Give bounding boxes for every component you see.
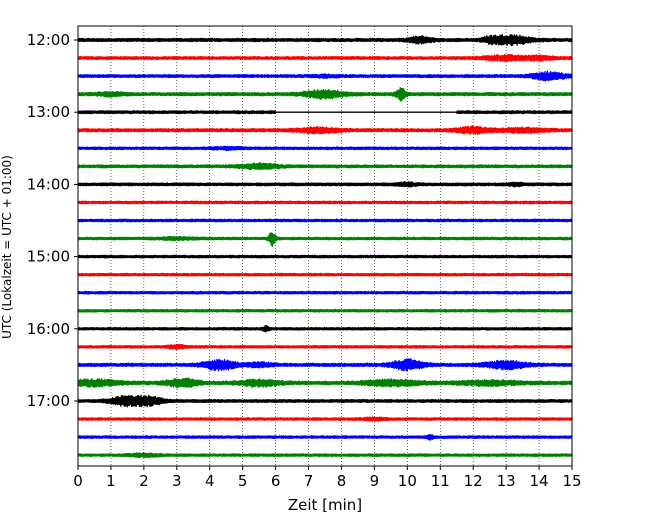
x-axis-label: Zeit [min]: [288, 496, 362, 514]
seismic-trace: [77, 34, 573, 47]
seismic-trace: [77, 110, 573, 115]
seismic-trace: [77, 162, 573, 171]
x-tick-label: 11: [431, 472, 450, 490]
seismic-trace: [77, 394, 573, 408]
x-axis-ticks: 0 1 2 3 4 5 6 7 8 9 10 11 12 13 14 15: [73, 466, 582, 490]
plot-frame: [77, 25, 573, 467]
seismic-trace: [77, 272, 573, 277]
y-tick-label: 16:00: [27, 320, 70, 338]
seismic-trace: [77, 416, 573, 422]
seismic-trace: [77, 358, 573, 372]
x-tick-label: 14: [530, 472, 549, 490]
grid-lines: [110, 26, 540, 466]
x-tick-label: 13: [497, 472, 516, 490]
y-tick-label: 12:00: [27, 31, 70, 49]
seismic-trace: [77, 125, 573, 136]
x-tick-label: 6: [271, 472, 281, 490]
x-tick-label: 15: [562, 472, 581, 490]
seismic-trace: [77, 232, 573, 247]
x-tick-label: 3: [172, 472, 182, 490]
x-tick-label: 9: [370, 472, 380, 490]
seismic-trace: [77, 218, 573, 223]
seismic-trace: [77, 324, 573, 333]
x-tick-label: 10: [398, 472, 417, 490]
x-tick-label: 4: [205, 472, 215, 490]
y-axis-label: UTC (Lokalzeit = UTC + 01:00): [0, 155, 14, 339]
x-tick-label: 5: [238, 472, 248, 490]
y-tick-label: 14:00: [27, 175, 70, 193]
seismic-trace: [77, 181, 573, 188]
seismic-trace: [77, 53, 573, 63]
x-tick-label: 0: [73, 472, 83, 490]
seismic-trace: [77, 452, 573, 459]
y-tick-label: 15:00: [27, 248, 70, 266]
y-axis-ticks: 12:00 13:00 14:00 15:00 16:00 17:00: [27, 31, 78, 410]
seismic-trace: [77, 200, 573, 205]
seismic-trace: [77, 145, 573, 152]
seismic-trace: [77, 377, 573, 389]
seismic-traces: [77, 34, 573, 459]
seismic-trace: [77, 290, 573, 295]
seismic-trace: [77, 308, 573, 313]
seismic-trace: [77, 254, 573, 259]
x-tick-label: 2: [139, 472, 149, 490]
seismic-trace: [77, 70, 573, 82]
x-tick-label: 7: [304, 472, 314, 490]
y-tick-label: 17:00: [27, 392, 70, 410]
x-tick-label: 12: [464, 472, 483, 490]
y-tick-label: 13:00: [27, 103, 70, 121]
seismic-trace: [77, 86, 573, 102]
x-tick-label: 8: [337, 472, 347, 490]
seismic-trace: [77, 433, 573, 441]
seismic-trace: [77, 343, 573, 351]
x-tick-label: 1: [106, 472, 116, 490]
